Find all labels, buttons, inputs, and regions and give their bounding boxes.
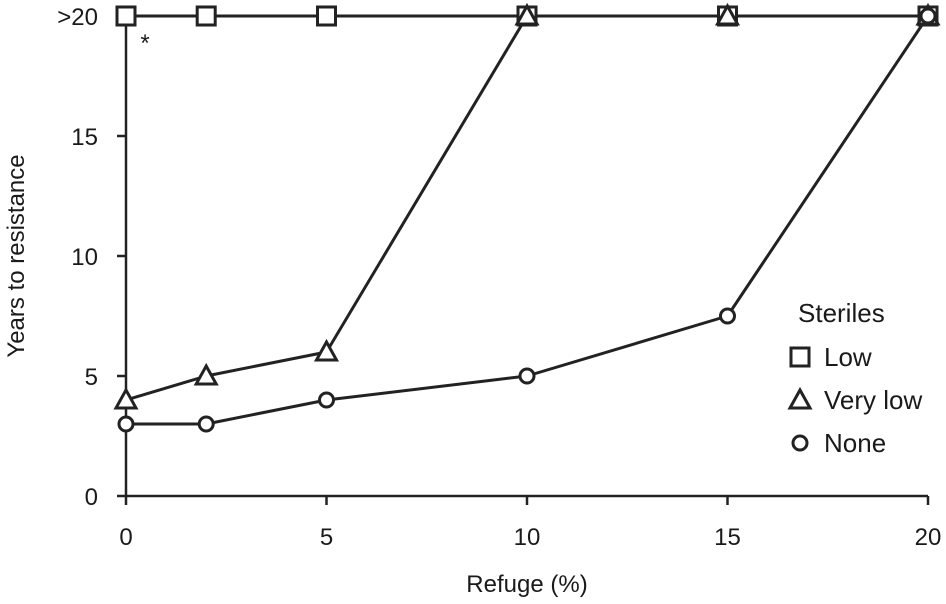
series-markers — [113, 2, 941, 433]
data-point-very-low — [514, 2, 540, 26]
data-point-none — [919, 7, 937, 25]
data-point-very-low — [193, 362, 219, 386]
x-tick-label: 10 — [514, 524, 541, 551]
legend-label-low: Low — [824, 342, 872, 372]
legend-marker-low — [789, 346, 811, 368]
y-tick-label: 5 — [85, 364, 98, 391]
legend-marker-none — [791, 434, 809, 452]
data-point-low — [195, 5, 217, 27]
y-tick-label: 15 — [71, 124, 98, 151]
x-tick-label: 0 — [119, 524, 132, 551]
data-point-low — [316, 5, 337, 27]
axes — [124, 16, 928, 498]
data-point-none — [518, 367, 536, 385]
data-point-none — [197, 415, 215, 433]
x-tick-label: 15 — [714, 524, 741, 551]
data-point-very-low — [313, 338, 340, 362]
data-point-very-low — [714, 2, 741, 26]
series-lines — [125, 14, 930, 426]
data-point-none — [318, 391, 335, 409]
data-point-low — [115, 5, 137, 27]
x-tick-label: 20 — [915, 524, 942, 551]
x-tick-label: 5 — [320, 524, 333, 551]
series-line-none — [126, 15, 930, 426]
significance-annotation: * — [140, 30, 149, 57]
y-axis-title: Years to resistance — [3, 154, 30, 357]
legend-label-very-low: Very low — [824, 385, 922, 415]
legend-marker-very-low — [787, 386, 813, 410]
y-tick-label: 0 — [85, 484, 98, 511]
y-tick-label: >20 — [57, 4, 98, 31]
legend: Steriles Low Very low None — [787, 298, 922, 458]
ticks: 0 5 10 15 20 0 5 10 15 >20 — [57, 4, 941, 551]
data-point-very-low — [113, 386, 139, 410]
legend-label-none: None — [824, 428, 886, 458]
data-point-none — [719, 307, 736, 325]
y-tick-label: 10 — [71, 244, 98, 271]
data-point-none — [117, 415, 135, 433]
x-axis-title: Refuge (%) — [466, 571, 587, 598]
series-line-very-low — [125, 14, 928, 402]
legend-title: Steriles — [798, 298, 885, 328]
